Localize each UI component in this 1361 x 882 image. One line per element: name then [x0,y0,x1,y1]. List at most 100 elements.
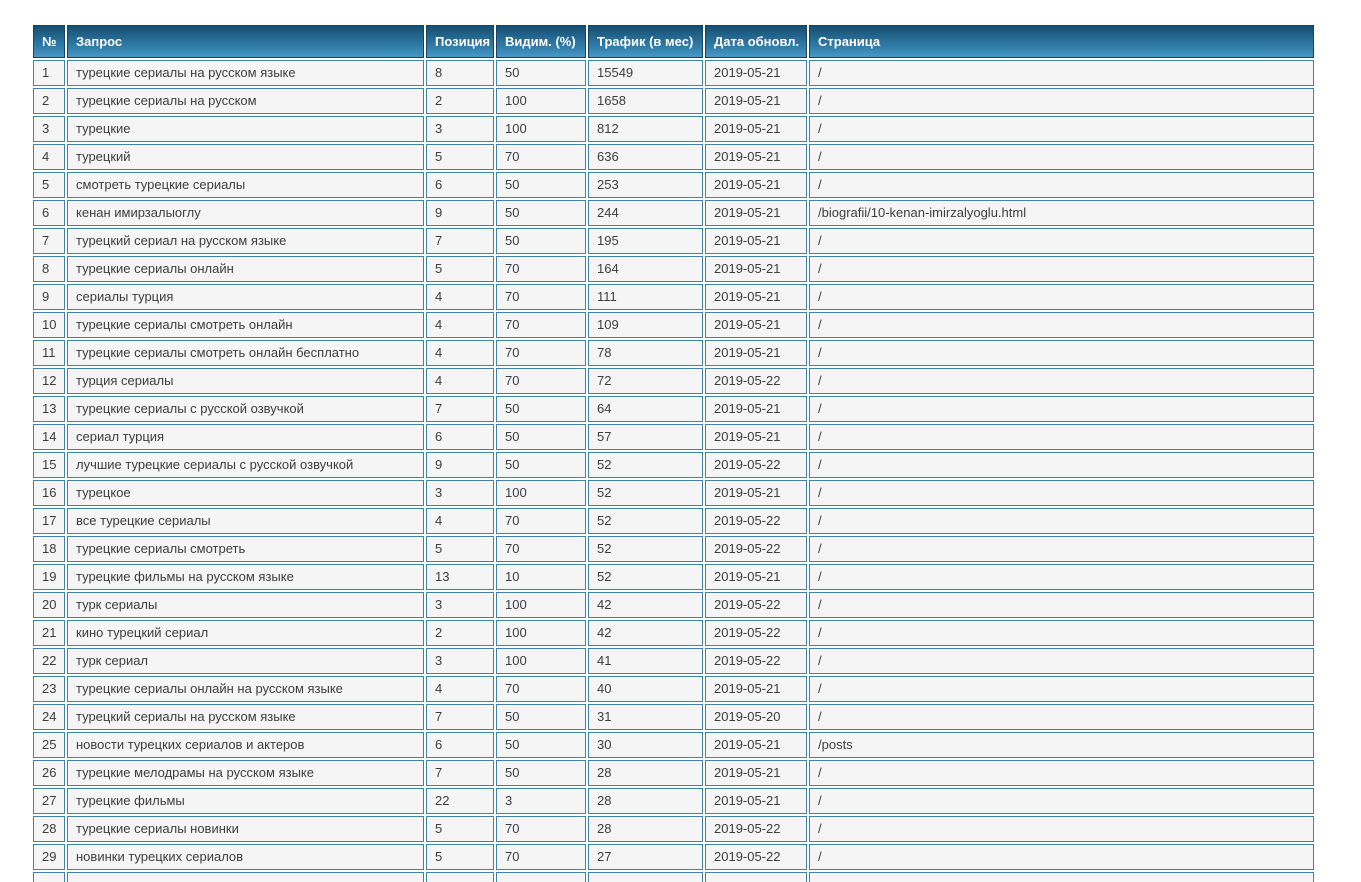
cell-page: /biografii/10-kenan-imirzalyoglu.html [809,200,1314,226]
table-row: 9 сериалы турция 4 70 111 2019-05-21/ [33,284,1314,310]
cell-page: / [809,88,1314,114]
cell-query: турецкое [67,480,424,506]
cell-updated: 2019-05-22 [705,620,807,646]
keyword-positions-table: № Запрос Позиция Видим. (%) Трафик (в мес) Да… [31,23,1316,882]
cell-updated: 2019-05-22 [705,844,807,870]
cell-num: 16 [33,480,65,506]
table-row: 3 турецкие 3 100 812 2019-05-21/ [33,116,1314,142]
cell-visibility: 100 [496,88,586,114]
cell-visibility: 50 [496,60,586,86]
cell-visibility: 50 [496,228,586,254]
cell-traffic: 31 [588,704,703,730]
partial-row [33,872,1314,882]
cell-traffic [588,872,703,882]
cell-traffic: 15549 [588,60,703,86]
cell-updated: 2019-05-21 [705,480,807,506]
cell-page: / [809,788,1314,814]
cell-num: 24 [33,704,65,730]
cell-query [67,872,424,882]
cell-page [809,872,1314,882]
cell-page: / [809,396,1314,422]
cell-traffic: 164 [588,256,703,282]
cell-num [33,872,65,882]
cell-position: 5 [426,144,494,170]
column-header-query: Запрос [67,25,424,58]
cell-page: / [809,452,1314,478]
cell-position: 13 [426,564,494,590]
cell-page: / [809,844,1314,870]
cell-page: / [809,312,1314,338]
cell-num: 29 [33,844,65,870]
cell-position: 22 [426,788,494,814]
cell-query: турецкие сериалы смотреть [67,536,424,562]
cell-query: турецкие сериалы онлайн [67,256,424,282]
cell-visibility: 70 [496,340,586,366]
table-row: 10 турецкие сериалы смотреть онлайн 4 70 109… [33,312,1314,338]
cell-traffic: 52 [588,564,703,590]
cell-updated: 2019-05-21 [705,228,807,254]
cell-updated: 2019-05-21 [705,88,807,114]
cell-traffic: 111 [588,284,703,310]
table-row: 19 турецкие фильмы на русском языке 13 10 52… [33,564,1314,590]
cell-num: 14 [33,424,65,450]
cell-visibility: 70 [496,256,586,282]
cell-traffic: 109 [588,312,703,338]
cell-updated: 2019-05-21 [705,284,807,310]
cell-page: / [809,144,1314,170]
cell-query: турецкий сериал на русском языке [67,228,424,254]
cell-query: турк сериалы [67,592,424,618]
cell-num: 1 [33,60,65,86]
cell-updated: 2019-05-22 [705,816,807,842]
cell-position: 6 [426,424,494,450]
cell-page: / [809,620,1314,646]
table-row: 14 сериал турция 6 50 57 2019-05-21/ [33,424,1314,450]
cell-num: 9 [33,284,65,310]
cell-position: 3 [426,648,494,674]
cell-updated: 2019-05-21 [705,312,807,338]
cell-updated: 2019-05-21 [705,60,807,86]
cell-query: все турецкие сериалы [67,508,424,534]
cell-query: новинки турецких сериалов [67,844,424,870]
cell-position: 2 [426,620,494,646]
cell-visibility: 100 [496,648,586,674]
cell-position: 4 [426,340,494,366]
cell-num: 7 [33,228,65,254]
cell-traffic: 42 [588,592,703,618]
cell-num: 25 [33,732,65,758]
cell-query: лучшие турецкие сериалы с русской озвучк… [67,452,424,478]
cell-position: 4 [426,284,494,310]
cell-position: 5 [426,816,494,842]
cell-query: кенан имирзалыоглу [67,200,424,226]
cell-visibility: 70 [496,312,586,338]
cell-num: 27 [33,788,65,814]
table-row: 12 турция сериалы 4 70 72 2019-05-22/ [33,368,1314,394]
cell-position: 8 [426,60,494,86]
column-header-traffic: Трафик (в мес) [588,25,703,58]
table-row: 21 кино турецкий сериал 2 100 42 2019-05-22/ [33,620,1314,646]
cell-visibility: 70 [496,844,586,870]
table-row: 28 турецкие сериалы новинки 5 70 28 2019-05-2… [33,816,1314,842]
cell-page: / [809,760,1314,786]
cell-updated: 2019-05-21 [705,340,807,366]
cell-updated: 2019-05-21 [705,564,807,590]
cell-num: 2 [33,88,65,114]
cell-position: 5 [426,536,494,562]
cell-num: 28 [33,816,65,842]
cell-query: сериалы турция [67,284,424,310]
cell-traffic: 812 [588,116,703,142]
cell-visibility: 50 [496,704,586,730]
cell-visibility [496,872,586,882]
cell-visibility: 50 [496,452,586,478]
cell-position: 4 [426,508,494,534]
cell-traffic: 28 [588,760,703,786]
table-row: 20 турк сериалы 3 100 42 2019-05-22/ [33,592,1314,618]
cell-num: 6 [33,200,65,226]
cell-position: 7 [426,760,494,786]
cell-updated [705,872,807,882]
table-row: 24 турецкий сериалы на русском языке 7 50 31… [33,704,1314,730]
cell-num: 13 [33,396,65,422]
cell-traffic: 72 [588,368,703,394]
cell-query: турецкие мелодрамы на русском языке [67,760,424,786]
cell-visibility: 70 [496,144,586,170]
